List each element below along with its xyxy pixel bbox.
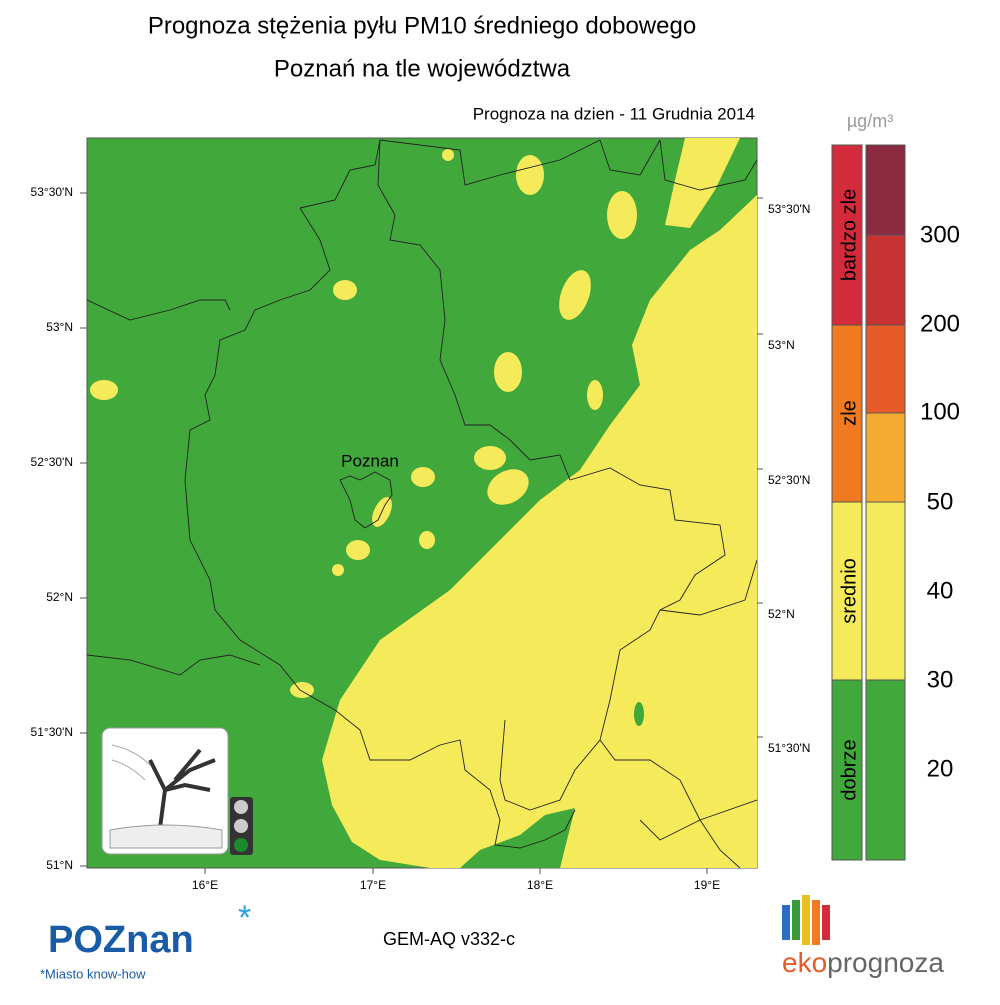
- bar-icon: [822, 905, 830, 940]
- legend-category-label: bardzo zle: [838, 189, 860, 281]
- date-label: Prognoza na dzien - 11 Grudnia 2014: [473, 104, 755, 123]
- legend-value-label: 300: [920, 221, 960, 248]
- lat-tick-label: 51°30'N: [31, 725, 73, 739]
- blob: [494, 352, 522, 392]
- other-borders: [87, 139, 757, 868]
- green-patch: [634, 702, 644, 726]
- green-patches: [460, 702, 644, 868]
- title: Prognoza stężenia pyłu PM10 średniego do…: [148, 12, 696, 39]
- blob: [607, 191, 637, 239]
- pollution-fields: [90, 138, 757, 868]
- lat-tick-label: 51°N: [46, 858, 73, 872]
- blob: [411, 467, 435, 487]
- legend-category-label: dobrze: [838, 739, 860, 800]
- light: [234, 800, 248, 814]
- bar-icon: [812, 900, 820, 945]
- blob: [487, 469, 529, 505]
- legend-value-label: 100: [920, 398, 960, 425]
- city-label: Poznan: [341, 451, 399, 470]
- legend-unit: µg/m³: [847, 111, 893, 131]
- lon-tick-label: 19°E: [694, 878, 720, 892]
- legend-step: [865, 144, 906, 236]
- city-border: [339, 471, 393, 529]
- light: [234, 819, 248, 833]
- blob: [90, 380, 118, 400]
- logo-asterisk: *: [238, 899, 251, 937]
- lat-tick-label: 53°N: [46, 320, 73, 334]
- legend-category: [831, 501, 863, 681]
- tree: [148, 748, 216, 829]
- blob: [333, 280, 357, 300]
- lat-tick-label: 53°N: [768, 338, 795, 352]
- legend-category: [831, 144, 863, 326]
- map-ticks: 53°30'N 53°N 52°30'N 52°N 51°30'N 51°N 53°30'N…: [31, 185, 811, 892]
- legend-step: [865, 679, 906, 861]
- lat-tick-label: 52°N: [46, 590, 73, 604]
- bar-icon: [792, 900, 800, 940]
- city-logo: POZnan: [48, 919, 194, 961]
- lat-tick-label: 52°N: [768, 607, 795, 621]
- brand: ekoprognoza: [782, 947, 944, 978]
- model-label: GEM-AQ v332-c: [383, 929, 515, 949]
- ground: [109, 824, 223, 849]
- legend-labels: bardzo zle zle srednio dobrze 300 200 100 50 40 3…: [838, 189, 960, 801]
- legend-value-label: 200: [920, 310, 960, 337]
- lon-tick-label: 17°E: [360, 878, 386, 892]
- blob: [442, 149, 454, 161]
- legend-value-label: 30: [927, 666, 954, 693]
- city-motto: *Miasto know-how: [40, 966, 146, 981]
- blob: [346, 540, 370, 560]
- lat-tick-label: 53°30'N: [768, 202, 810, 216]
- brand-part: eko: [782, 947, 827, 978]
- weather-icon: [101, 727, 253, 855]
- subtitle: Poznań na tle województwa: [274, 55, 571, 82]
- legend-step: [865, 501, 906, 681]
- green-patch: [460, 808, 575, 868]
- map: Poznan: [86, 137, 758, 869]
- blob: [559, 270, 591, 320]
- brand-bars: [782, 895, 830, 945]
- wind: [111, 744, 151, 781]
- legend-step: [865, 234, 906, 326]
- lat-tick-label: 53°30'N: [31, 185, 73, 199]
- legend: µg/m³ bardzo zle zle srednio dobrze 300 200 10…: [831, 111, 960, 861]
- lat-tick-label: 52°30'N: [31, 455, 73, 469]
- legend-step: [865, 412, 906, 503]
- yellow-streak: [665, 138, 740, 228]
- blob: [419, 531, 435, 549]
- lat-tick-label: 51°30'N: [768, 741, 810, 755]
- blob: [516, 155, 544, 195]
- legend-step: [865, 324, 906, 414]
- legend-category: [831, 679, 863, 861]
- legend-value-label: 40: [927, 577, 954, 604]
- yellow-area: [322, 195, 757, 868]
- blob: [332, 564, 344, 576]
- light: [234, 838, 248, 852]
- voivodeship-border: [184, 139, 576, 849]
- bar-icon: [782, 905, 790, 940]
- legend-value-label: 20: [927, 755, 954, 782]
- lat-tick-label: 52°30'N: [768, 473, 810, 487]
- lon-tick-label: 16°E: [192, 878, 218, 892]
- legend-category: [831, 324, 863, 503]
- lon-tick-label: 18°E: [527, 878, 553, 892]
- legend-value-label: 50: [927, 488, 954, 515]
- legend-category-label: srednio: [838, 558, 860, 624]
- borders: [87, 139, 757, 868]
- blob: [474, 446, 506, 470]
- bar-icon: [802, 895, 810, 945]
- blob: [587, 380, 603, 410]
- legend-category-label: zle: [838, 400, 860, 426]
- brand-part: prognoza: [827, 947, 944, 978]
- blob: [290, 682, 314, 698]
